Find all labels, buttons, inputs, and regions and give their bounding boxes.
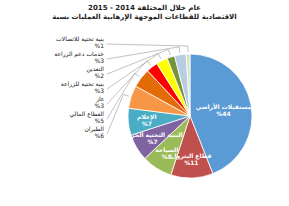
leader-line bbox=[107, 94, 129, 134]
data-label: %1 bbox=[94, 42, 104, 49]
leader-line bbox=[107, 54, 161, 89]
data-label: %8 bbox=[162, 153, 172, 160]
data-label: %3 bbox=[94, 87, 104, 94]
pie bbox=[128, 54, 252, 178]
data-label: %3 bbox=[94, 102, 104, 109]
slice bbox=[186, 54, 190, 116]
slice-label: بنية تحتية للاتصالات bbox=[56, 35, 104, 42]
data-label: %2 bbox=[94, 72, 104, 79]
leader-line bbox=[107, 47, 180, 59]
data-label: %6 bbox=[94, 132, 104, 139]
leader-line bbox=[107, 49, 170, 74]
data-label: %5 bbox=[94, 117, 104, 124]
slice bbox=[175, 54, 190, 116]
labels: مستقبلات الأراضي%44قطاع البترول%11السياح… bbox=[54, 35, 251, 166]
data-label: %7 bbox=[142, 120, 152, 127]
slice-label: السياحة bbox=[155, 146, 178, 153]
title: 2015 - 2014 عام خلال المختلفةالاقتصادية … bbox=[52, 4, 236, 21]
data-label: %11 bbox=[184, 159, 198, 166]
chart: 2015 - 2014 عام خلال المختلفةالاقتصادية … bbox=[0, 0, 289, 206]
data-label: %7 bbox=[148, 138, 158, 145]
leader-line bbox=[107, 44, 188, 52]
data-label: %44 bbox=[216, 110, 230, 117]
data-label: %3 bbox=[94, 57, 104, 64]
leader-line bbox=[107, 73, 139, 119]
